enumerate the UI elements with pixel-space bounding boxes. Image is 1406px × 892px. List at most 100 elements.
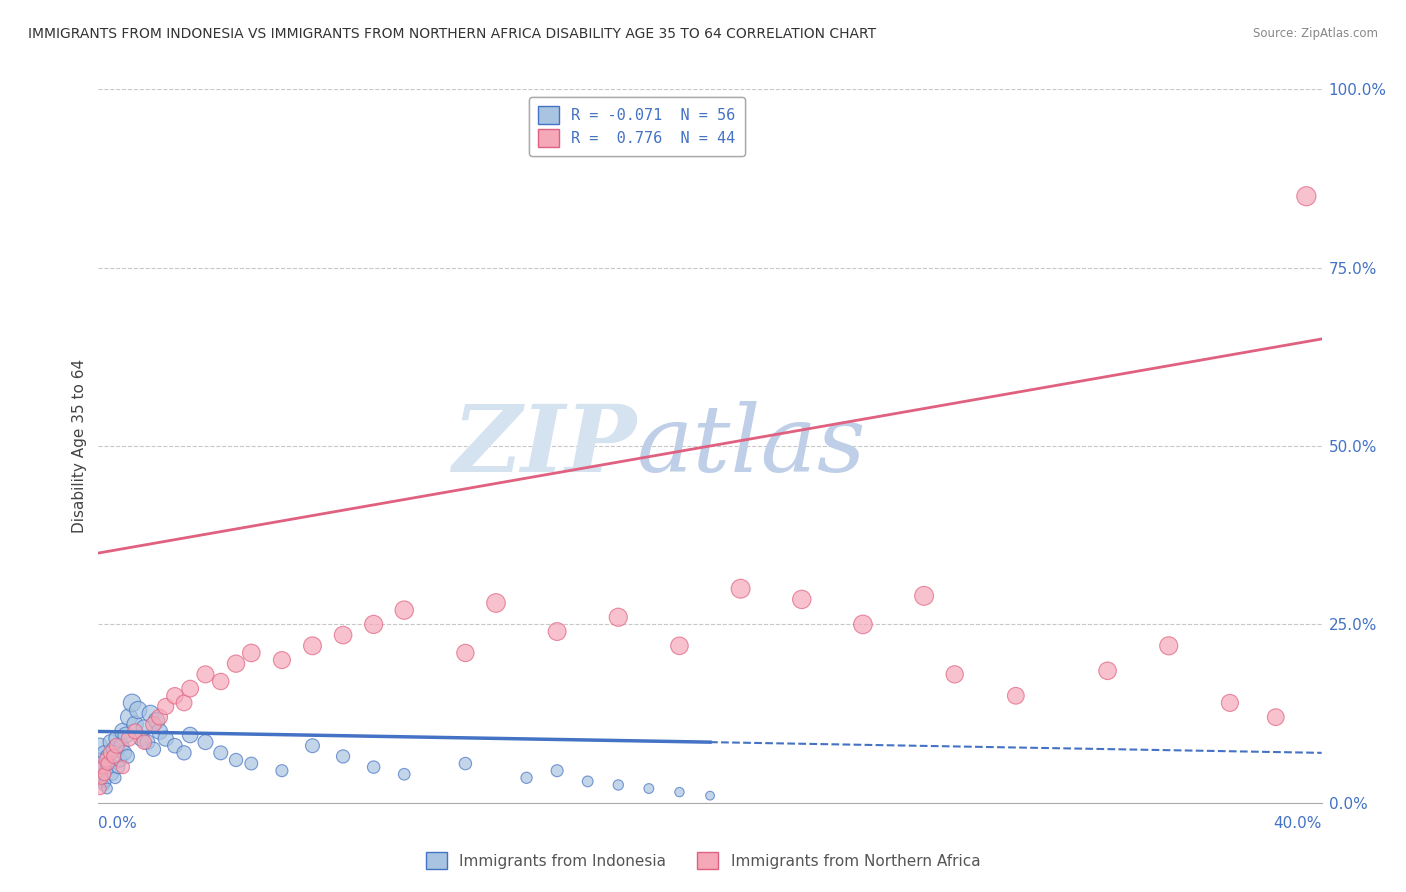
Point — [730, 582, 752, 596]
Point — [100, 746, 122, 760]
Point — [124, 717, 146, 731]
Point — [668, 639, 690, 653]
Point — [93, 746, 115, 760]
Point — [94, 774, 117, 789]
Text: atlas: atlas — [637, 401, 866, 491]
Point — [516, 771, 538, 785]
Point — [392, 767, 416, 781]
Point — [90, 767, 112, 781]
Point — [94, 764, 117, 778]
Text: IMMIGRANTS FROM INDONESIA VS IMMIGRANTS FROM NORTHERN AFRICA DISABILITY AGE 35 T: IMMIGRANTS FROM INDONESIA VS IMMIGRANTS … — [28, 27, 876, 41]
Text: 40.0%: 40.0% — [1274, 816, 1322, 831]
Point — [699, 789, 721, 803]
Point — [142, 742, 165, 756]
Point — [270, 653, 294, 667]
Point — [110, 739, 132, 753]
Point — [943, 667, 966, 681]
Point — [179, 681, 201, 696]
Point — [94, 753, 117, 767]
Point — [136, 735, 159, 749]
Point — [1219, 696, 1241, 710]
Point — [912, 589, 935, 603]
Point — [332, 628, 354, 642]
Point — [93, 767, 115, 781]
Point — [668, 785, 690, 799]
Point — [105, 731, 128, 746]
Point — [101, 767, 124, 781]
Point — [145, 714, 167, 728]
Point — [91, 771, 114, 785]
Point — [638, 781, 661, 796]
Point — [142, 717, 165, 731]
Point — [332, 749, 354, 764]
Point — [194, 667, 217, 681]
Point — [89, 739, 111, 753]
Point — [91, 760, 114, 774]
Point — [485, 596, 508, 610]
Point — [90, 771, 112, 785]
Point — [155, 731, 177, 746]
Point — [163, 689, 186, 703]
Point — [149, 710, 172, 724]
Point — [149, 724, 172, 739]
Point — [1264, 710, 1286, 724]
Point — [1004, 689, 1026, 703]
Point — [270, 764, 294, 778]
Point — [179, 728, 201, 742]
Point — [100, 735, 122, 749]
Text: 0.0%: 0.0% — [98, 816, 138, 831]
Point — [105, 739, 128, 753]
Text: ZIP: ZIP — [453, 401, 637, 491]
Point — [790, 592, 813, 607]
Point — [209, 674, 232, 689]
Point — [392, 603, 416, 617]
Point — [129, 731, 152, 746]
Point — [121, 696, 143, 710]
Point — [576, 774, 599, 789]
Point — [134, 721, 156, 735]
Point — [1157, 639, 1180, 653]
Point — [124, 724, 146, 739]
Point — [363, 760, 385, 774]
Point — [454, 756, 477, 771]
Point — [194, 735, 217, 749]
Point — [134, 735, 156, 749]
Legend: Immigrants from Indonesia, Immigrants from Northern Africa: Immigrants from Indonesia, Immigrants fr… — [419, 846, 987, 875]
Point — [301, 739, 323, 753]
Point — [112, 746, 135, 760]
Point — [363, 617, 385, 632]
Point — [98, 756, 121, 771]
Point — [111, 724, 134, 739]
Point — [118, 731, 141, 746]
Point — [93, 778, 115, 792]
Point — [117, 749, 139, 764]
Point — [607, 778, 630, 792]
Point — [155, 699, 177, 714]
Point — [127, 703, 149, 717]
Point — [107, 760, 129, 774]
Point — [173, 696, 195, 710]
Y-axis label: Disability Age 35 to 64: Disability Age 35 to 64 — [72, 359, 87, 533]
Point — [301, 639, 323, 653]
Point — [89, 781, 111, 796]
Point — [163, 739, 186, 753]
Point — [546, 624, 568, 639]
Point — [97, 749, 120, 764]
Point — [90, 753, 112, 767]
Point — [111, 760, 134, 774]
Point — [115, 728, 138, 742]
Point — [225, 657, 247, 671]
Point — [91, 760, 114, 774]
Point — [454, 646, 477, 660]
Point — [1295, 189, 1317, 203]
Text: Source: ZipAtlas.com: Source: ZipAtlas.com — [1253, 27, 1378, 40]
Point — [546, 764, 568, 778]
Point — [104, 771, 127, 785]
Point — [103, 742, 125, 756]
Point — [96, 781, 118, 796]
Point — [209, 746, 232, 760]
Legend: R = -0.071  N = 56, R =  0.776  N = 44: R = -0.071 N = 56, R = 0.776 N = 44 — [529, 97, 745, 156]
Point — [240, 646, 263, 660]
Point — [173, 746, 195, 760]
Point — [103, 749, 125, 764]
